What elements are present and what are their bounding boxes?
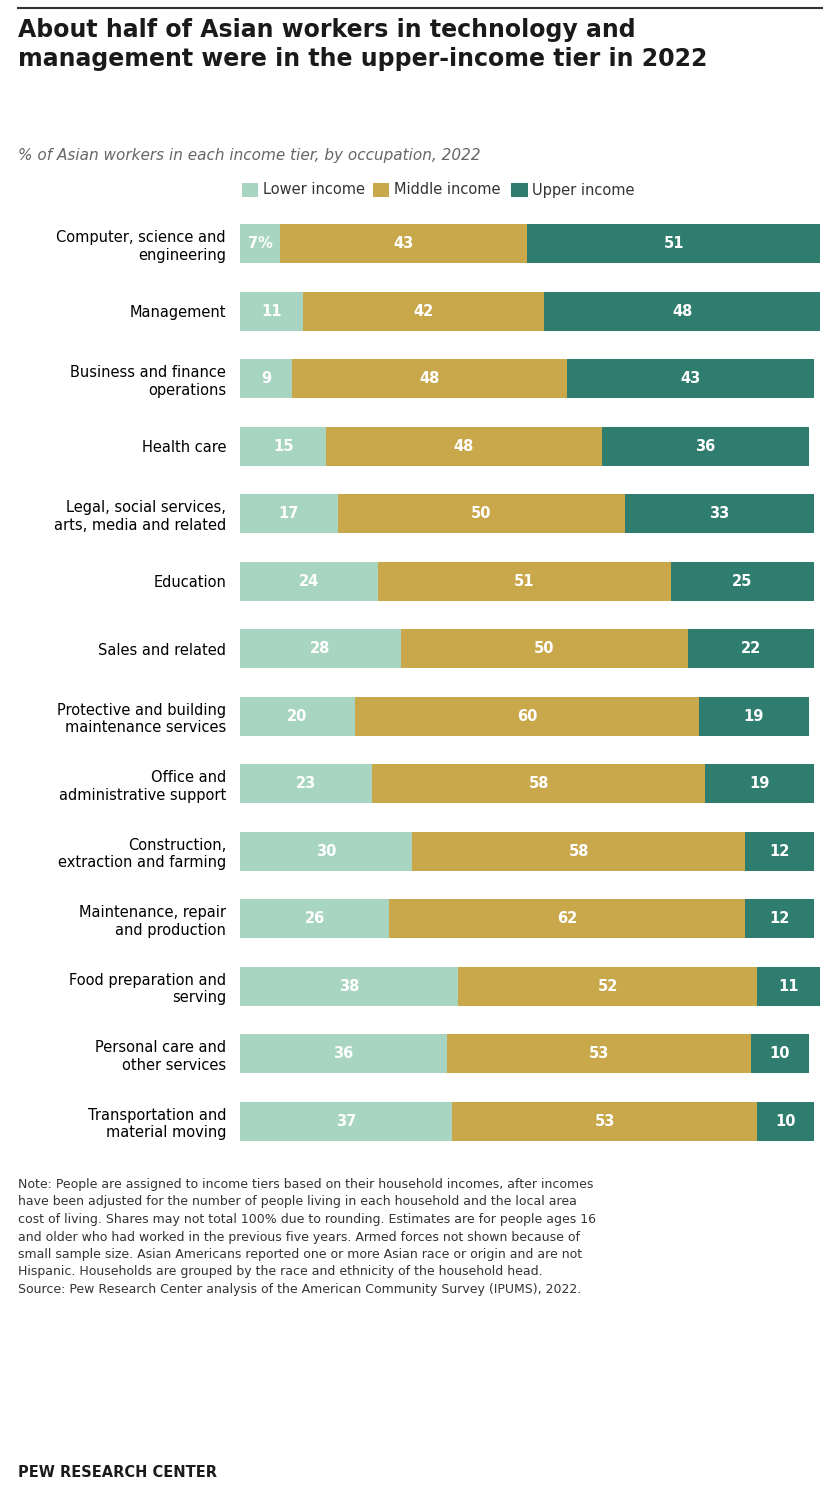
Text: 30: 30	[316, 844, 336, 858]
Text: Middle income: Middle income	[394, 182, 501, 198]
Bar	[303, 291, 544, 330]
Bar	[688, 629, 814, 668]
Text: 25: 25	[732, 573, 753, 588]
Text: 26: 26	[305, 911, 325, 926]
Text: 33: 33	[709, 507, 730, 522]
Text: 22: 22	[741, 641, 761, 656]
Bar	[705, 765, 814, 804]
Bar	[240, 225, 281, 264]
Bar	[745, 899, 814, 938]
Text: 17: 17	[279, 507, 299, 522]
Bar	[291, 359, 567, 398]
Bar	[453, 1102, 757, 1142]
Bar	[281, 225, 528, 264]
Bar	[354, 697, 700, 736]
Bar	[757, 1102, 814, 1142]
Text: Lower income: Lower income	[263, 182, 365, 198]
Text: 53: 53	[595, 1114, 615, 1129]
Text: 58: 58	[528, 777, 549, 792]
Bar	[412, 832, 745, 870]
Bar	[544, 291, 820, 330]
Text: 28: 28	[310, 641, 331, 656]
Bar	[372, 765, 705, 804]
Text: PEW RESEARCH CENTER: PEW RESEARCH CENTER	[18, 1464, 217, 1479]
Text: 50: 50	[534, 641, 554, 656]
Bar	[458, 967, 757, 1006]
Bar	[745, 832, 814, 870]
Text: 51: 51	[514, 573, 534, 588]
Text: % of Asian workers in each income tier, by occupation, 2022: % of Asian workers in each income tier, …	[18, 148, 480, 163]
Text: 53: 53	[589, 1047, 609, 1062]
Text: 10: 10	[775, 1114, 795, 1129]
Text: 58: 58	[569, 844, 589, 858]
Bar	[757, 967, 820, 1006]
Bar	[240, 495, 338, 534]
Text: 7%: 7%	[248, 237, 272, 252]
Text: 36: 36	[695, 439, 716, 454]
Bar	[240, 561, 378, 600]
Bar	[389, 899, 745, 938]
Bar	[447, 1034, 751, 1074]
Bar	[601, 427, 809, 466]
Bar	[567, 359, 814, 398]
Text: 12: 12	[769, 911, 790, 926]
Text: 19: 19	[749, 777, 770, 792]
Bar	[240, 1034, 447, 1074]
Text: 52: 52	[597, 979, 617, 994]
Text: 48: 48	[672, 303, 692, 318]
Text: About half of Asian workers in technology and
management were in the upper-incom: About half of Asian workers in technolog…	[18, 18, 707, 71]
Text: 11: 11	[261, 303, 282, 318]
Text: 60: 60	[517, 709, 538, 724]
Bar	[240, 1102, 453, 1142]
Bar	[401, 629, 688, 668]
Text: 11: 11	[778, 979, 799, 994]
Bar	[240, 832, 412, 870]
Text: 50: 50	[471, 507, 491, 522]
Bar	[240, 359, 291, 398]
Text: 15: 15	[273, 439, 293, 454]
Text: 37: 37	[336, 1114, 356, 1129]
Bar	[240, 765, 372, 804]
Bar	[378, 561, 670, 600]
Text: Upper income: Upper income	[533, 182, 635, 198]
Text: 24: 24	[299, 573, 319, 588]
Text: 10: 10	[769, 1047, 790, 1062]
Bar	[240, 291, 303, 330]
Text: Note: People are assigned to income tiers based on their household incomes, afte: Note: People are assigned to income tier…	[18, 1178, 596, 1295]
Text: 48: 48	[454, 439, 474, 454]
Text: 43: 43	[680, 371, 701, 386]
Bar	[528, 225, 820, 264]
Text: 19: 19	[743, 709, 764, 724]
Bar	[625, 495, 814, 534]
Bar	[751, 1034, 809, 1074]
Text: 12: 12	[769, 844, 790, 858]
Text: 48: 48	[419, 371, 439, 386]
Text: 23: 23	[296, 777, 316, 792]
Text: 38: 38	[339, 979, 360, 994]
Bar	[240, 899, 389, 938]
Bar	[338, 495, 625, 534]
Text: 62: 62	[557, 911, 577, 926]
Bar	[240, 629, 401, 668]
Bar	[670, 561, 814, 600]
Text: 42: 42	[413, 303, 434, 318]
Text: 36: 36	[333, 1047, 354, 1062]
Text: 9: 9	[260, 371, 271, 386]
Text: 51: 51	[664, 237, 684, 252]
Bar	[326, 427, 601, 466]
Bar	[240, 427, 326, 466]
Bar	[240, 697, 354, 736]
Text: 20: 20	[287, 709, 307, 724]
Bar	[700, 697, 809, 736]
Text: 43: 43	[393, 237, 414, 252]
Bar	[240, 967, 458, 1006]
